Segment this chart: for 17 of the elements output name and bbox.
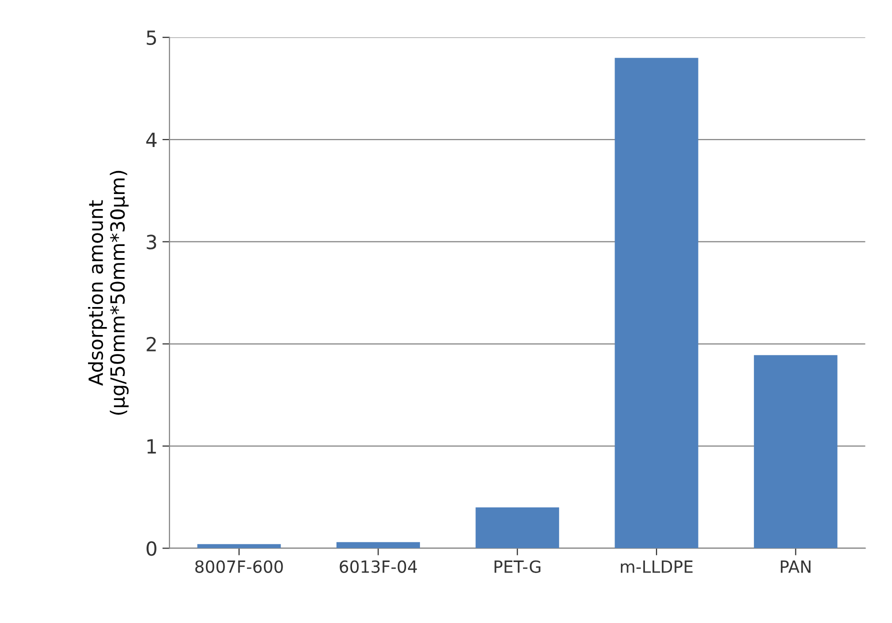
bar [754, 355, 838, 548]
x-tick-label: 8007F-600 [195, 560, 283, 573]
bar [476, 507, 560, 548]
y-tick-label: 0 [146, 541, 156, 556]
x-tick-label: 6013F-04 [340, 560, 417, 573]
bar [336, 542, 420, 548]
x-tick-label: m-LLDPE [620, 560, 693, 573]
y-tick-label: 5 [146, 30, 156, 46]
y-tick-label: 1 [147, 439, 156, 454]
y-tick-label: 4 [146, 132, 157, 147]
bar [197, 544, 281, 548]
bar [614, 58, 698, 548]
y-axis-title: Adsorption amount (μg/50mm*50mm*30μm) [88, 170, 129, 415]
y-tick-label: 3 [146, 234, 156, 250]
y-tick-label: 2 [146, 336, 156, 352]
x-tick-label: PAN [780, 560, 810, 573]
x-tick-label: PET-G [494, 560, 540, 573]
